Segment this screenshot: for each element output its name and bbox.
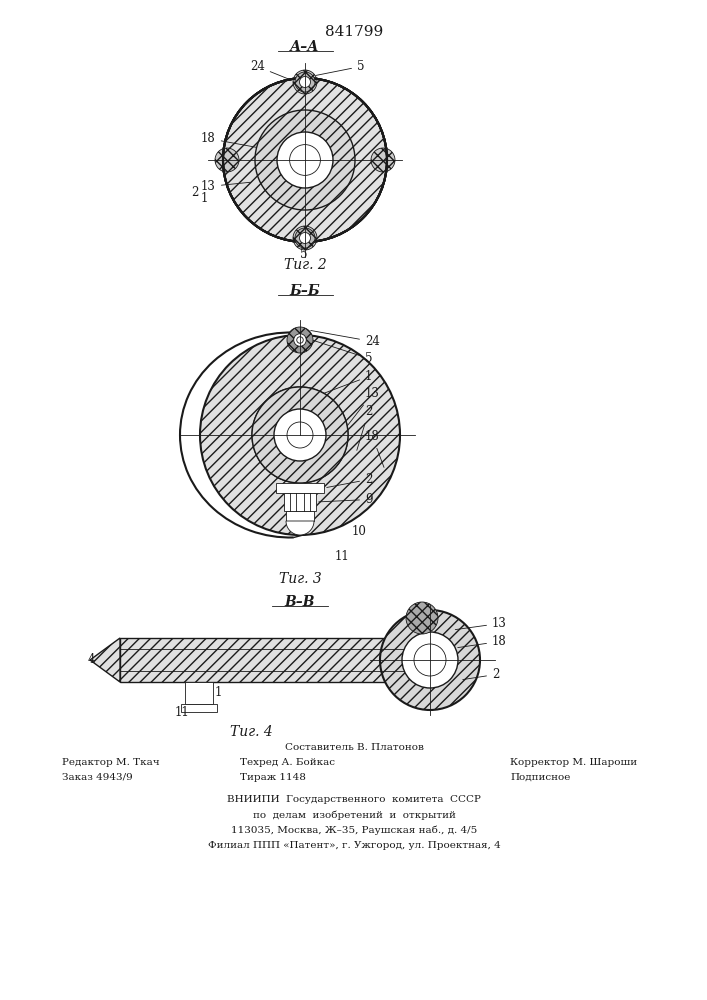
Text: 841799: 841799	[325, 25, 383, 39]
Text: Б–Б: Б–Б	[290, 284, 320, 298]
Text: 18: 18	[457, 635, 507, 648]
Circle shape	[295, 228, 315, 248]
Text: 4: 4	[88, 653, 95, 666]
Text: 2: 2	[327, 473, 373, 487]
Text: Редактор М. Ткач: Редактор М. Ткач	[62, 758, 160, 767]
Text: 24: 24	[311, 330, 380, 348]
Text: А–А: А–А	[291, 40, 320, 54]
Circle shape	[223, 78, 387, 242]
Text: 18: 18	[365, 430, 384, 467]
Circle shape	[402, 632, 458, 688]
Text: Тираж 1148: Тираж 1148	[240, 773, 306, 782]
Text: 5: 5	[309, 339, 373, 365]
Text: Корректор М. Шароши: Корректор М. Шароши	[510, 758, 637, 767]
Text: 11: 11	[175, 706, 189, 719]
Bar	[120, 638, 430, 682]
Circle shape	[287, 327, 313, 353]
Text: 13: 13	[201, 180, 250, 193]
Text: 13: 13	[346, 387, 380, 428]
Bar	[286, 511, 314, 521]
Bar	[276, 483, 324, 493]
Circle shape	[406, 602, 438, 634]
Circle shape	[300, 232, 310, 243]
Circle shape	[215, 148, 239, 172]
Circle shape	[371, 148, 395, 172]
Text: Τиг. 3: Τиг. 3	[279, 572, 322, 586]
Circle shape	[200, 335, 400, 535]
Circle shape	[252, 387, 348, 483]
Text: 2: 2	[463, 668, 499, 681]
Circle shape	[293, 226, 317, 250]
Circle shape	[414, 644, 446, 676]
Circle shape	[287, 422, 313, 448]
Text: 1: 1	[215, 686, 223, 699]
Bar	[181, 704, 217, 712]
Circle shape	[295, 72, 315, 92]
Circle shape	[300, 77, 310, 88]
Circle shape	[274, 409, 326, 461]
Text: по  делам  изобретений  и  открытий: по делам изобретений и открытий	[252, 810, 455, 820]
Circle shape	[293, 70, 317, 94]
Text: В–В: В–В	[285, 595, 315, 609]
Circle shape	[277, 132, 333, 188]
Text: Τиг. 2: Τиг. 2	[284, 258, 327, 272]
Text: Заказ 4943/9: Заказ 4943/9	[62, 773, 133, 782]
Text: 1: 1	[201, 192, 209, 205]
Text: 113035, Москва, Ж–35, Раушская наб., д. 4/5: 113035, Москва, Ж–35, Раушская наб., д. …	[231, 826, 477, 835]
Text: 2: 2	[357, 405, 373, 450]
Text: 13: 13	[455, 617, 507, 630]
Text: Подписное: Подписное	[510, 773, 571, 782]
Circle shape	[297, 337, 303, 343]
Text: Техред А. Бойкас: Техред А. Бойкас	[240, 758, 335, 767]
Text: Составитель В. Платонов: Составитель В. Платонов	[284, 743, 423, 752]
Text: 2: 2	[191, 186, 199, 199]
Bar	[185, 682, 213, 704]
Text: Филиал ППП «Патент», г. Ужгород, ул. Проектная, 4: Филиал ППП «Патент», г. Ужгород, ул. Про…	[208, 840, 501, 850]
Text: Τиг. 4: Τиг. 4	[230, 725, 273, 739]
Text: 9: 9	[319, 493, 373, 506]
Text: 1: 1	[308, 370, 373, 399]
Polygon shape	[286, 521, 314, 535]
Polygon shape	[90, 638, 120, 682]
Text: 24: 24	[250, 60, 288, 79]
Text: 5: 5	[300, 248, 308, 261]
Text: ВНИИПИ  Государственного  комитета  СССР: ВНИИПИ Государственного комитета СССР	[227, 796, 481, 804]
Circle shape	[290, 145, 320, 175]
Text: 18: 18	[201, 132, 257, 147]
Circle shape	[252, 387, 348, 483]
Circle shape	[380, 610, 480, 710]
Text: 11: 11	[335, 550, 350, 563]
Circle shape	[255, 110, 355, 210]
Text: 10: 10	[352, 525, 367, 538]
Circle shape	[294, 334, 306, 346]
Bar	[284, 493, 316, 511]
Text: 5: 5	[316, 60, 365, 75]
